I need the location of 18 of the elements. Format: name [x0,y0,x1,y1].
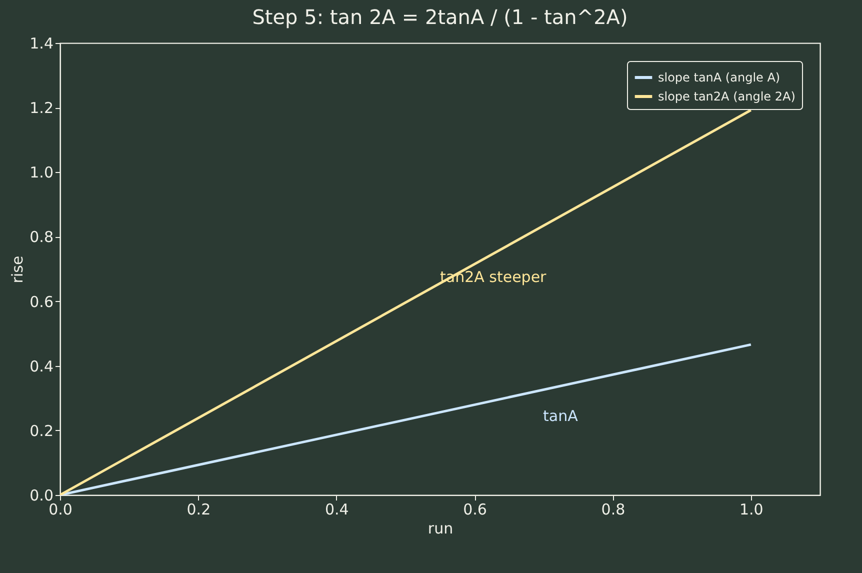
chart-title: Step 5: tan 2A = 2tanA / (1 - tan^2A) [252,5,628,29]
y-axis-title: rise [8,256,27,284]
legend-label: slope tan2A (angle 2A) [658,90,796,104]
annotation: tanA [543,407,579,425]
y-tick-label: 0.6 [30,292,54,311]
x-tick-label: 1.0 [739,500,764,518]
x-axis-title: run [428,520,454,538]
x-tick-label: 0.8 [601,500,626,518]
x-tick-label: 0.4 [324,500,349,518]
y-tick-label: 1.4 [30,34,54,52]
y-tick-label: 0.2 [30,422,54,440]
y-tick-label: 1.0 [30,164,54,182]
legend-label: slope tanA (angle A) [658,70,780,84]
y-tick-label: 0.8 [30,228,54,246]
x-tick-label: 0.6 [463,500,487,518]
x-tick-label: 0.2 [186,500,211,518]
y-tick-label: 1.2 [30,99,54,118]
y-tick-label: 0.4 [30,357,54,376]
